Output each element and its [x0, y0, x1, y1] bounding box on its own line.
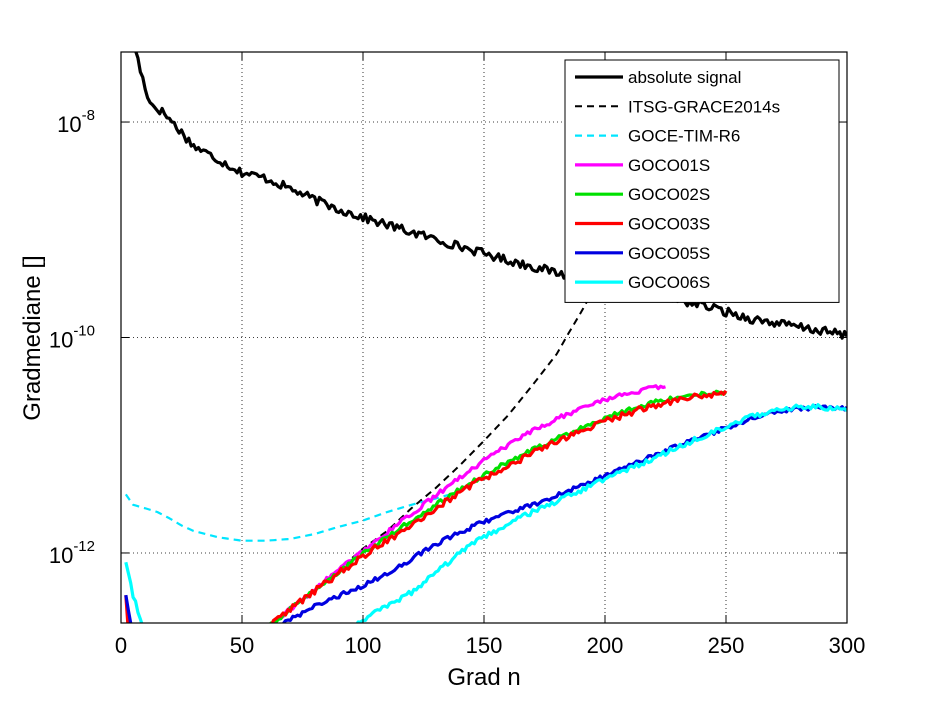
x-tick-label: 0 — [115, 633, 127, 658]
legend-label: GOCO01S — [628, 156, 710, 175]
legend-box — [564, 59, 840, 303]
legend-label: ITSG-GRACE2014s — [628, 97, 780, 116]
y-tick-label: 10-10 — [49, 323, 95, 353]
series-line — [134, 52, 847, 340]
legend-label: GOCO03S — [628, 215, 710, 234]
series-line — [270, 384, 666, 623]
legend-label: GOCO05S — [628, 244, 710, 263]
series-line — [271, 282, 599, 623]
series-layer — [124, 52, 847, 623]
ticks: 0 50 100 150 200 250 300 10-8 10-10 10-12 — [49, 52, 866, 658]
legend-label: GOCO06S — [628, 273, 710, 292]
y-tick-label: 10-8 — [57, 107, 95, 137]
series-line — [124, 403, 847, 623]
x-tick-label: 300 — [829, 633, 866, 658]
legend-label: GOCO02S — [628, 185, 710, 204]
x-tick-label: 100 — [345, 633, 382, 658]
y-tick-label: 10-12 — [49, 538, 95, 568]
x-tick-label: 50 — [230, 633, 254, 658]
legend-label: GOCE-TIM-R6 — [628, 127, 740, 146]
x-axis-label: Grad n — [447, 664, 520, 691]
legend-label: absolute signal — [628, 68, 741, 87]
series-line — [124, 490, 461, 542]
legend: absolute signal ITSG-GRACE2014s GOCE-TIM-R… — [564, 59, 840, 303]
x-tick-label: 250 — [708, 633, 745, 658]
series-line — [124, 389, 728, 623]
y-axis-label: Gradmediane [] — [19, 255, 46, 420]
x-tick-label: 200 — [587, 633, 624, 658]
x-tick-label: 150 — [466, 633, 503, 658]
